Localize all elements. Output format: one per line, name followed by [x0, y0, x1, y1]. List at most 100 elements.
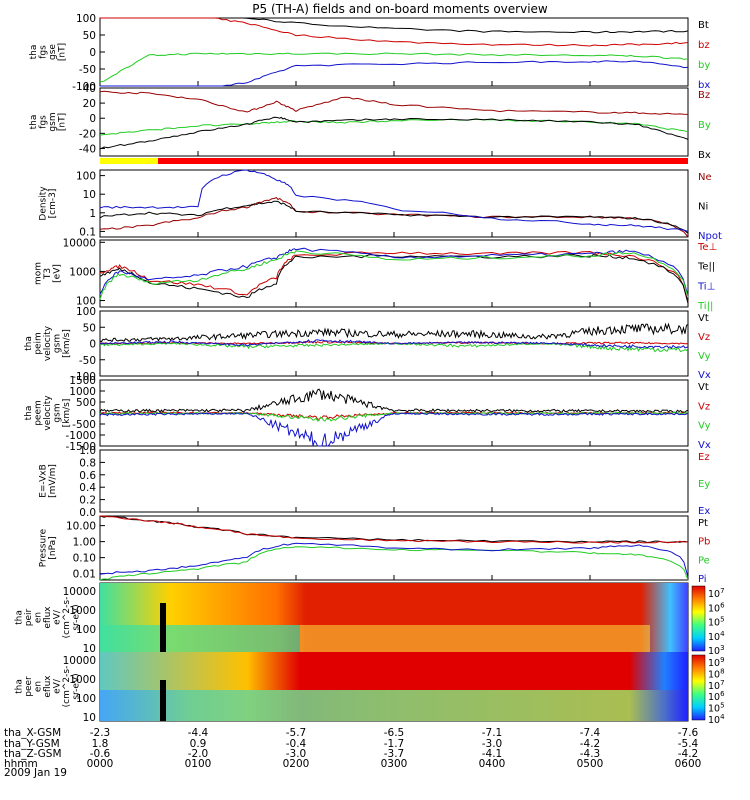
legend-Vx: Vx — [698, 370, 711, 381]
legend-Te⊥: Te⊥ — [697, 242, 717, 253]
ytick-label: 10 — [83, 712, 96, 724]
footer-value: -0.6 — [90, 748, 111, 760]
legend-Bz: Bz — [698, 90, 710, 101]
colorbar-exp: 4 — [720, 630, 725, 638]
legend-Vt: Vt — [698, 382, 709, 393]
ylabel-line: tha — [29, 45, 39, 60]
legend-bz: bz — [698, 40, 710, 51]
ytick-label: -100 — [72, 81, 96, 93]
colorbar-label: 105 — [708, 702, 725, 715]
legend-Vy: Vy — [698, 421, 711, 432]
legend-Ni: Ni — [698, 202, 708, 213]
peer-eflux-spectrogram — [100, 652, 688, 721]
colorbar-base: 10 — [708, 632, 720, 643]
footer-value: 0300 — [381, 758, 408, 770]
panel-ylabel: tha peer en eflux eV/(cm^2-s-sr-eV) — [15, 666, 82, 708]
panel-ylabel: tha fgs gse [nT] — [29, 43, 68, 61]
ylabel-line: en — [34, 612, 44, 623]
footer-value: 1.8 — [92, 738, 109, 750]
colorbar-label: 104 — [708, 713, 725, 726]
ytick-label: 0.8 — [79, 457, 96, 469]
ytick-label: 0 — [89, 408, 96, 420]
ylabel-line: eV/ — [53, 609, 63, 625]
footer-value: -4.2 — [580, 738, 601, 750]
series-Pt — [99, 515, 689, 544]
series-Npot — [99, 169, 689, 232]
footer-value: -5.7 — [286, 727, 307, 739]
ylabel-line: tha — [24, 406, 34, 421]
colorbar-exp: 6 — [720, 601, 725, 609]
ylabel-line: T3 — [43, 268, 53, 280]
ylabel-line: [nPa] — [48, 536, 58, 559]
legend-Ti⊥: Ti⊥ — [697, 281, 715, 292]
ytick-label: 100 — [76, 171, 96, 183]
ytick-label: 0.4 — [79, 482, 96, 494]
ylabel-line: eflux — [43, 606, 53, 629]
legend-Pe: Pe — [698, 555, 710, 566]
ytick-label: -50 — [79, 355, 96, 367]
legend-Bx: Bx — [698, 150, 711, 161]
legend-Ez: Ez — [698, 452, 710, 463]
footer-value: 0.9 — [190, 738, 207, 750]
ylabel-line: gsm — [53, 403, 63, 422]
footer-value: -1.7 — [384, 738, 405, 750]
colorbar-exp: 7 — [720, 679, 724, 687]
ylabel-line: gse — [48, 44, 58, 60]
ytick-label: 0.10 — [73, 553, 96, 565]
series-bz — [100, 17, 689, 47]
ylabel-line: peem — [34, 400, 44, 426]
footer-value: -3.0 — [286, 748, 307, 760]
series-Te|| — [99, 254, 689, 304]
footer-value: -3.7 — [384, 748, 405, 760]
legend-bx: bx — [698, 80, 710, 91]
ylabel-line: gsm — [48, 112, 58, 131]
ytick-label: 1000 — [69, 386, 96, 398]
colorbar-label: 106 — [708, 601, 725, 614]
ylabel-line: peer — [24, 676, 34, 697]
ytick-label: 40 — [83, 83, 96, 95]
colorbar-label: 105 — [708, 616, 725, 629]
footer-value: -4.4 — [188, 727, 209, 739]
colorbar-base: 10 — [708, 704, 720, 715]
footer-value: 0100 — [185, 758, 212, 770]
ytick-label: 1.0 — [79, 445, 96, 457]
ylabel-line: Density — [38, 186, 48, 221]
series-Vx — [100, 339, 689, 350]
mode-status-bar — [100, 158, 688, 164]
ytick-label: 0.6 — [79, 470, 96, 482]
panel-frame — [99, 449, 689, 513]
series-Vx — [99, 412, 689, 447]
ylabel-line: sr-eV) — [72, 604, 82, 630]
series-Bx — [99, 116, 689, 150]
panel-pressure: Pressure [nPa] 10.00 1.00 0.10 0.01 Pt Pb Pe Pi — [38, 515, 710, 585]
ylabel-line: tha — [29, 115, 39, 130]
legend-Vt: Vt — [698, 313, 709, 324]
ytick-label: 1500 — [69, 375, 96, 387]
ytick-label: 100 — [76, 296, 96, 308]
ytick-label: 20 — [83, 98, 96, 110]
legend-Vz: Vz — [698, 332, 710, 343]
legend-by: by — [698, 60, 710, 71]
ytick-label: 10 — [83, 189, 96, 201]
footer-value: 0200 — [283, 758, 310, 770]
footer-row-label: hhmm — [4, 758, 38, 770]
ylabel-line: mom — [34, 262, 44, 285]
colorbar-label: 107 — [708, 587, 725, 600]
ytick-label: 10.00 — [66, 521, 96, 533]
colorbars — [691, 585, 706, 721]
legend-Ti||: Ti|| — [697, 301, 713, 312]
ylabel-line: gsm — [53, 334, 63, 353]
ytick-label: 1000 — [69, 266, 96, 278]
panel-ylabel: tha peir en eflux eV/(cm^2-s-sr-eV) — [15, 597, 82, 639]
ylabel-line: [nT] — [57, 43, 67, 61]
ylabel-line: [nT] — [57, 113, 67, 131]
series-Bt — [100, 17, 689, 34]
panel-frame — [99, 239, 689, 308]
ytick-label: 10 — [83, 643, 96, 655]
series-Ti⊥ — [99, 247, 689, 296]
ytick-label: 100 — [76, 13, 96, 25]
footer-value: -3.0 — [482, 738, 503, 750]
ytick-label: 1000 — [69, 605, 96, 617]
colorbar-base: 10 — [708, 692, 720, 703]
